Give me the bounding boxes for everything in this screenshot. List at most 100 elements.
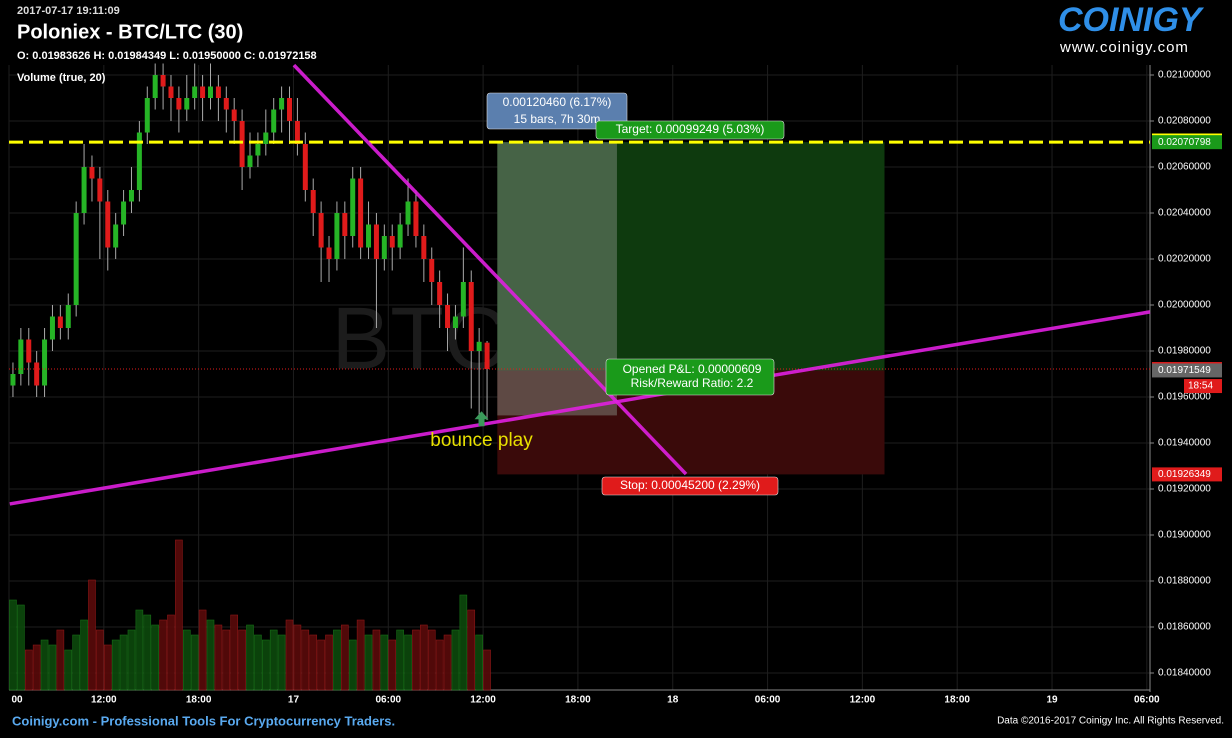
volume-bar [388,639,397,691]
candle-body [215,86,221,99]
y-tick-label: 0.01880000 [1158,576,1211,587]
volume-bar [333,629,341,691]
volume-bar [175,539,183,691]
x-tick-label: 18:00 [944,695,970,706]
volume-bar [356,619,365,691]
candle-body [302,144,308,191]
x-tick-label: 06:00 [1134,695,1160,706]
candle-body [113,224,119,248]
x-tick-label: 17 [288,695,300,706]
volume-bar [269,629,278,691]
volume-bar [32,644,41,691]
candle-body [65,305,71,329]
candle-body [287,98,293,122]
volume-bar [214,624,223,691]
volume-bar [412,629,420,691]
stop-box [601,476,779,496]
volume-bar [96,629,104,691]
arrow [474,411,489,427]
volume-bar [285,619,294,691]
volume-bar [143,614,152,691]
x-tick-label: 18:00 [565,695,591,706]
volume-bar [309,634,318,691]
volume-bar [404,634,412,691]
price-label: 0.02070798 [1158,137,1211,148]
y-tick-label: 0.02060000 [1158,162,1211,173]
x-tick-label: 12:00 [470,695,496,706]
candle-body [437,282,443,306]
volume-bar [325,634,333,691]
candle-body [184,98,190,110]
trendline [9,310,1151,506]
measure-box [486,92,628,130]
volume-bar [420,624,428,691]
volume-bar [364,634,373,691]
volume-bar [72,634,80,691]
volume-bar [119,634,128,691]
candle-body [318,213,324,248]
pnl-label: Opened P&L: 0.00000609 [623,362,762,376]
countdown-box [1184,379,1222,394]
annotation: bounce play [430,430,533,451]
volume-bar [159,619,167,691]
trendline [292,63,688,476]
candle-body [468,282,474,352]
logo: COINIGY [1058,1,1205,39]
x-tick-label: 00 [11,695,23,706]
candle-body [49,316,55,340]
volume-bar [24,649,33,691]
candle-body [10,374,16,386]
y-tick-label: 0.01980000 [1158,346,1211,357]
candle-body [484,342,490,370]
candle-body [405,201,411,225]
volume-bar [198,609,207,691]
volume-bar [56,629,65,691]
footer-right: Data ©2016-2017 Coinigy Inc. All Rights … [997,716,1224,727]
candle-body [57,316,63,329]
candle-body [413,201,419,237]
volume-bar [135,609,144,691]
y-tick-label: 0.01940000 [1158,438,1211,449]
volume-bar [396,629,404,691]
volume-bar [40,639,49,691]
volume-bar [443,634,452,691]
volume-bar [230,614,238,691]
price-label-box [1152,135,1222,150]
candle-body [445,305,451,329]
candle-body [326,247,332,260]
volume-bar [372,629,381,691]
candle-body [279,98,285,110]
measure-label: 0.00120460 (6.17%) [503,95,612,109]
y-tick-label: 0.02020000 [1158,254,1211,265]
y-tick-label: 0.02040000 [1158,208,1211,219]
y-tick-label: 0.01960000 [1158,392,1211,403]
candle-body [231,109,237,122]
candle-body [26,339,32,363]
footer-left: Coinigy.com - Professional Tools For Cry… [12,713,395,728]
candle-body [350,178,356,237]
candle-body [81,167,87,214]
candle-body [207,86,213,99]
candle-body [239,121,245,168]
price-label: 0.01926349 [1158,469,1211,480]
candle-body [42,339,48,386]
volume-bar [127,629,136,691]
candle-body [460,282,466,317]
candle-body [168,86,174,99]
profit-zone [497,142,885,371]
candle-body [176,98,182,110]
candle-body [34,362,40,386]
measure-zone [497,142,617,416]
volume-bar [9,599,17,691]
volume-bar [151,624,159,691]
candle-body [136,132,142,191]
candle-body [334,213,340,260]
volume-bar [222,629,231,691]
candle-body [373,224,379,260]
candle-body [97,178,103,202]
volume-bar [190,634,199,691]
stop-label: Stop: 0.00045200 (2.29%) [620,478,760,492]
volume-bar [182,629,191,691]
candle-body [200,86,206,99]
